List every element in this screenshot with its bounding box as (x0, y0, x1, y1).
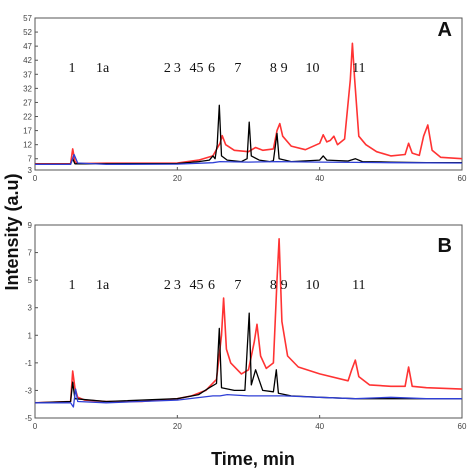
y-tick-label: 3 (28, 304, 33, 313)
x-tick-label: 60 (458, 422, 467, 431)
x-tick-label: 40 (315, 422, 324, 431)
peak-label: 45 (190, 278, 204, 293)
peak-label: 6 (208, 278, 215, 293)
peak-label: 3 (174, 61, 181, 76)
y-tick-label: 37 (23, 70, 32, 79)
peak-label: 10 (306, 278, 320, 293)
x-tick-label: 20 (173, 422, 182, 431)
peak-label: 10 (306, 61, 320, 76)
y-tick-label: 7 (28, 249, 33, 258)
peak-label: 8 (270, 61, 277, 76)
x-tick-label: 0 (33, 422, 38, 431)
y-tick-label: 3 (28, 166, 33, 175)
peak-label: 11 (352, 278, 365, 293)
x-tick-label: 0 (33, 174, 38, 183)
x-tick-label: 20 (173, 174, 182, 183)
y-tick-label: 22 (23, 113, 32, 122)
panel-label: B (438, 235, 452, 257)
peak-label: 2 (164, 61, 171, 76)
y-tick-label: 32 (23, 84, 32, 93)
peak-label: 8 (270, 278, 277, 293)
y-axis-title: Intensity (a.u) (2, 173, 22, 290)
y-tick-label: 17 (23, 127, 32, 136)
y-tick-label: 5 (28, 276, 33, 285)
peak-label: 1a (96, 278, 110, 293)
peak-label: 9 (281, 61, 288, 76)
peak-label: 45 (190, 61, 204, 76)
peak-label: 11 (352, 61, 365, 76)
y-tick-label: 27 (23, 98, 32, 107)
y-tick-label: 9 (28, 221, 33, 230)
y-tick-label: 1 (28, 331, 33, 340)
y-tick-label: -3 (25, 386, 33, 395)
plot-frame (34, 17, 463, 171)
series-line-2 (34, 312, 462, 404)
y-tick-label: 52 (23, 28, 32, 37)
y-tick-label: 12 (23, 141, 32, 150)
peak-label: 1 (69, 61, 76, 76)
series-line-3 (35, 388, 462, 408)
peak-label: 2 (164, 278, 171, 293)
peak-label: 9 (281, 278, 288, 293)
x-tick-label: 40 (315, 174, 324, 183)
peak-label: 6 (208, 61, 215, 76)
series-line-3 (35, 153, 463, 166)
y-tick-label: -1 (25, 359, 33, 368)
panel-label: A (438, 19, 452, 41)
peak-label: 1a (96, 61, 110, 76)
y-tick-label: -5 (25, 414, 33, 423)
peak-label: 1 (69, 278, 76, 293)
y-tick-label: 47 (23, 42, 32, 51)
y-tick-label: 7 (28, 155, 33, 164)
x-tick-label: 60 (458, 174, 467, 183)
x-axis-title: Time, min (211, 449, 295, 469)
peak-label: 7 (234, 278, 241, 293)
peak-label: 3 (174, 278, 181, 293)
y-tick-label: 57 (23, 14, 32, 23)
series-line-2 (35, 104, 462, 165)
y-tick-label: 42 (23, 56, 32, 65)
peak-label: 7 (234, 61, 241, 76)
series-line-1 (35, 42, 463, 165)
plot-frame (34, 224, 463, 419)
